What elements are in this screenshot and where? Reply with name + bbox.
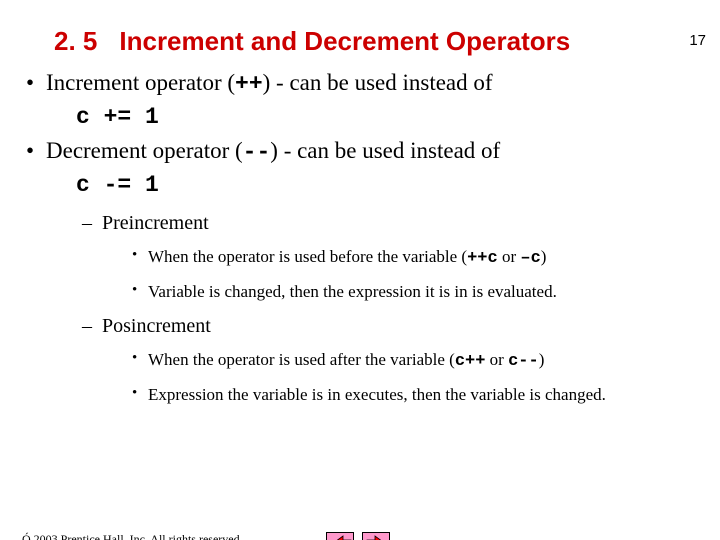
nav-buttons [326, 532, 394, 540]
text: Posincrement [102, 315, 211, 337]
sub-preincrement: Preincrement When the operator is used b… [82, 209, 698, 305]
operator: ++c [467, 249, 498, 268]
text: When the operator is used before the var… [148, 247, 467, 266]
text: ) - can be used instead of [270, 138, 500, 163]
bullet-list-level1: Increment operator (++) - can be used in… [24, 67, 698, 408]
arrow-left-icon [329, 534, 353, 540]
sub-postincrement: Posincrement When the operator is used a… [82, 312, 698, 408]
text: or [485, 350, 508, 369]
text: ) [541, 247, 547, 266]
sub-pre-detail-2: Variable is changed, then the expression… [130, 278, 698, 305]
bullet-decrement: Decrement operator (--) - can be used in… [24, 135, 698, 408]
section-number: 2. 5 [54, 26, 97, 57]
sub-pre-detail-1: When the operator is used before the var… [130, 243, 698, 272]
copyright-text: 2003 Prentice Hall, Inc. All rights rese… [31, 532, 243, 540]
sub-post-detail-1: When the operator is used after the vari… [130, 346, 698, 375]
sub-post-detail-2: Expression the variable is in executes, … [130, 381, 698, 408]
text: or [498, 247, 521, 266]
text: When the operator is used after the vari… [148, 350, 455, 369]
operator: c++ [455, 352, 486, 371]
text: Increment operator ( [46, 70, 235, 95]
operator: c-- [508, 352, 539, 371]
operator-minus-minus: -- [243, 139, 271, 165]
code-c-plus-equals: c += 1 [76, 102, 698, 133]
nav-next-button[interactable] [362, 532, 390, 540]
bullet-list-level3: When the operator is used after the vari… [130, 346, 698, 408]
copyright: Ó 2003 Prentice Hall, Inc. All rights re… [22, 532, 243, 540]
code-c-minus-equals: c -= 1 [76, 170, 698, 201]
title-text: Increment and Decrement Operators [119, 26, 570, 56]
bullet-increment: Increment operator (++) - can be used in… [24, 67, 698, 133]
text: Preincrement [102, 212, 209, 234]
text: ) [539, 350, 545, 369]
copyright-symbol: Ó [22, 532, 31, 540]
text: Decrement operator ( [46, 138, 243, 163]
nav-prev-button[interactable] [326, 532, 354, 540]
bullet-list-level3: When the operator is used before the var… [130, 243, 698, 305]
page-number: 17 [689, 32, 706, 49]
slide: 17 2. 5 Increment and Decrement Operators… [0, 26, 720, 540]
operator: –c [520, 249, 540, 268]
arrow-right-icon [365, 534, 389, 540]
bullet-list-level2: Preincrement When the operator is used b… [82, 209, 698, 408]
operator-plus-plus: ++ [235, 71, 263, 97]
text: ) - can be used instead of [263, 70, 493, 95]
slide-title: 2. 5 Increment and Decrement Operators [22, 26, 698, 57]
